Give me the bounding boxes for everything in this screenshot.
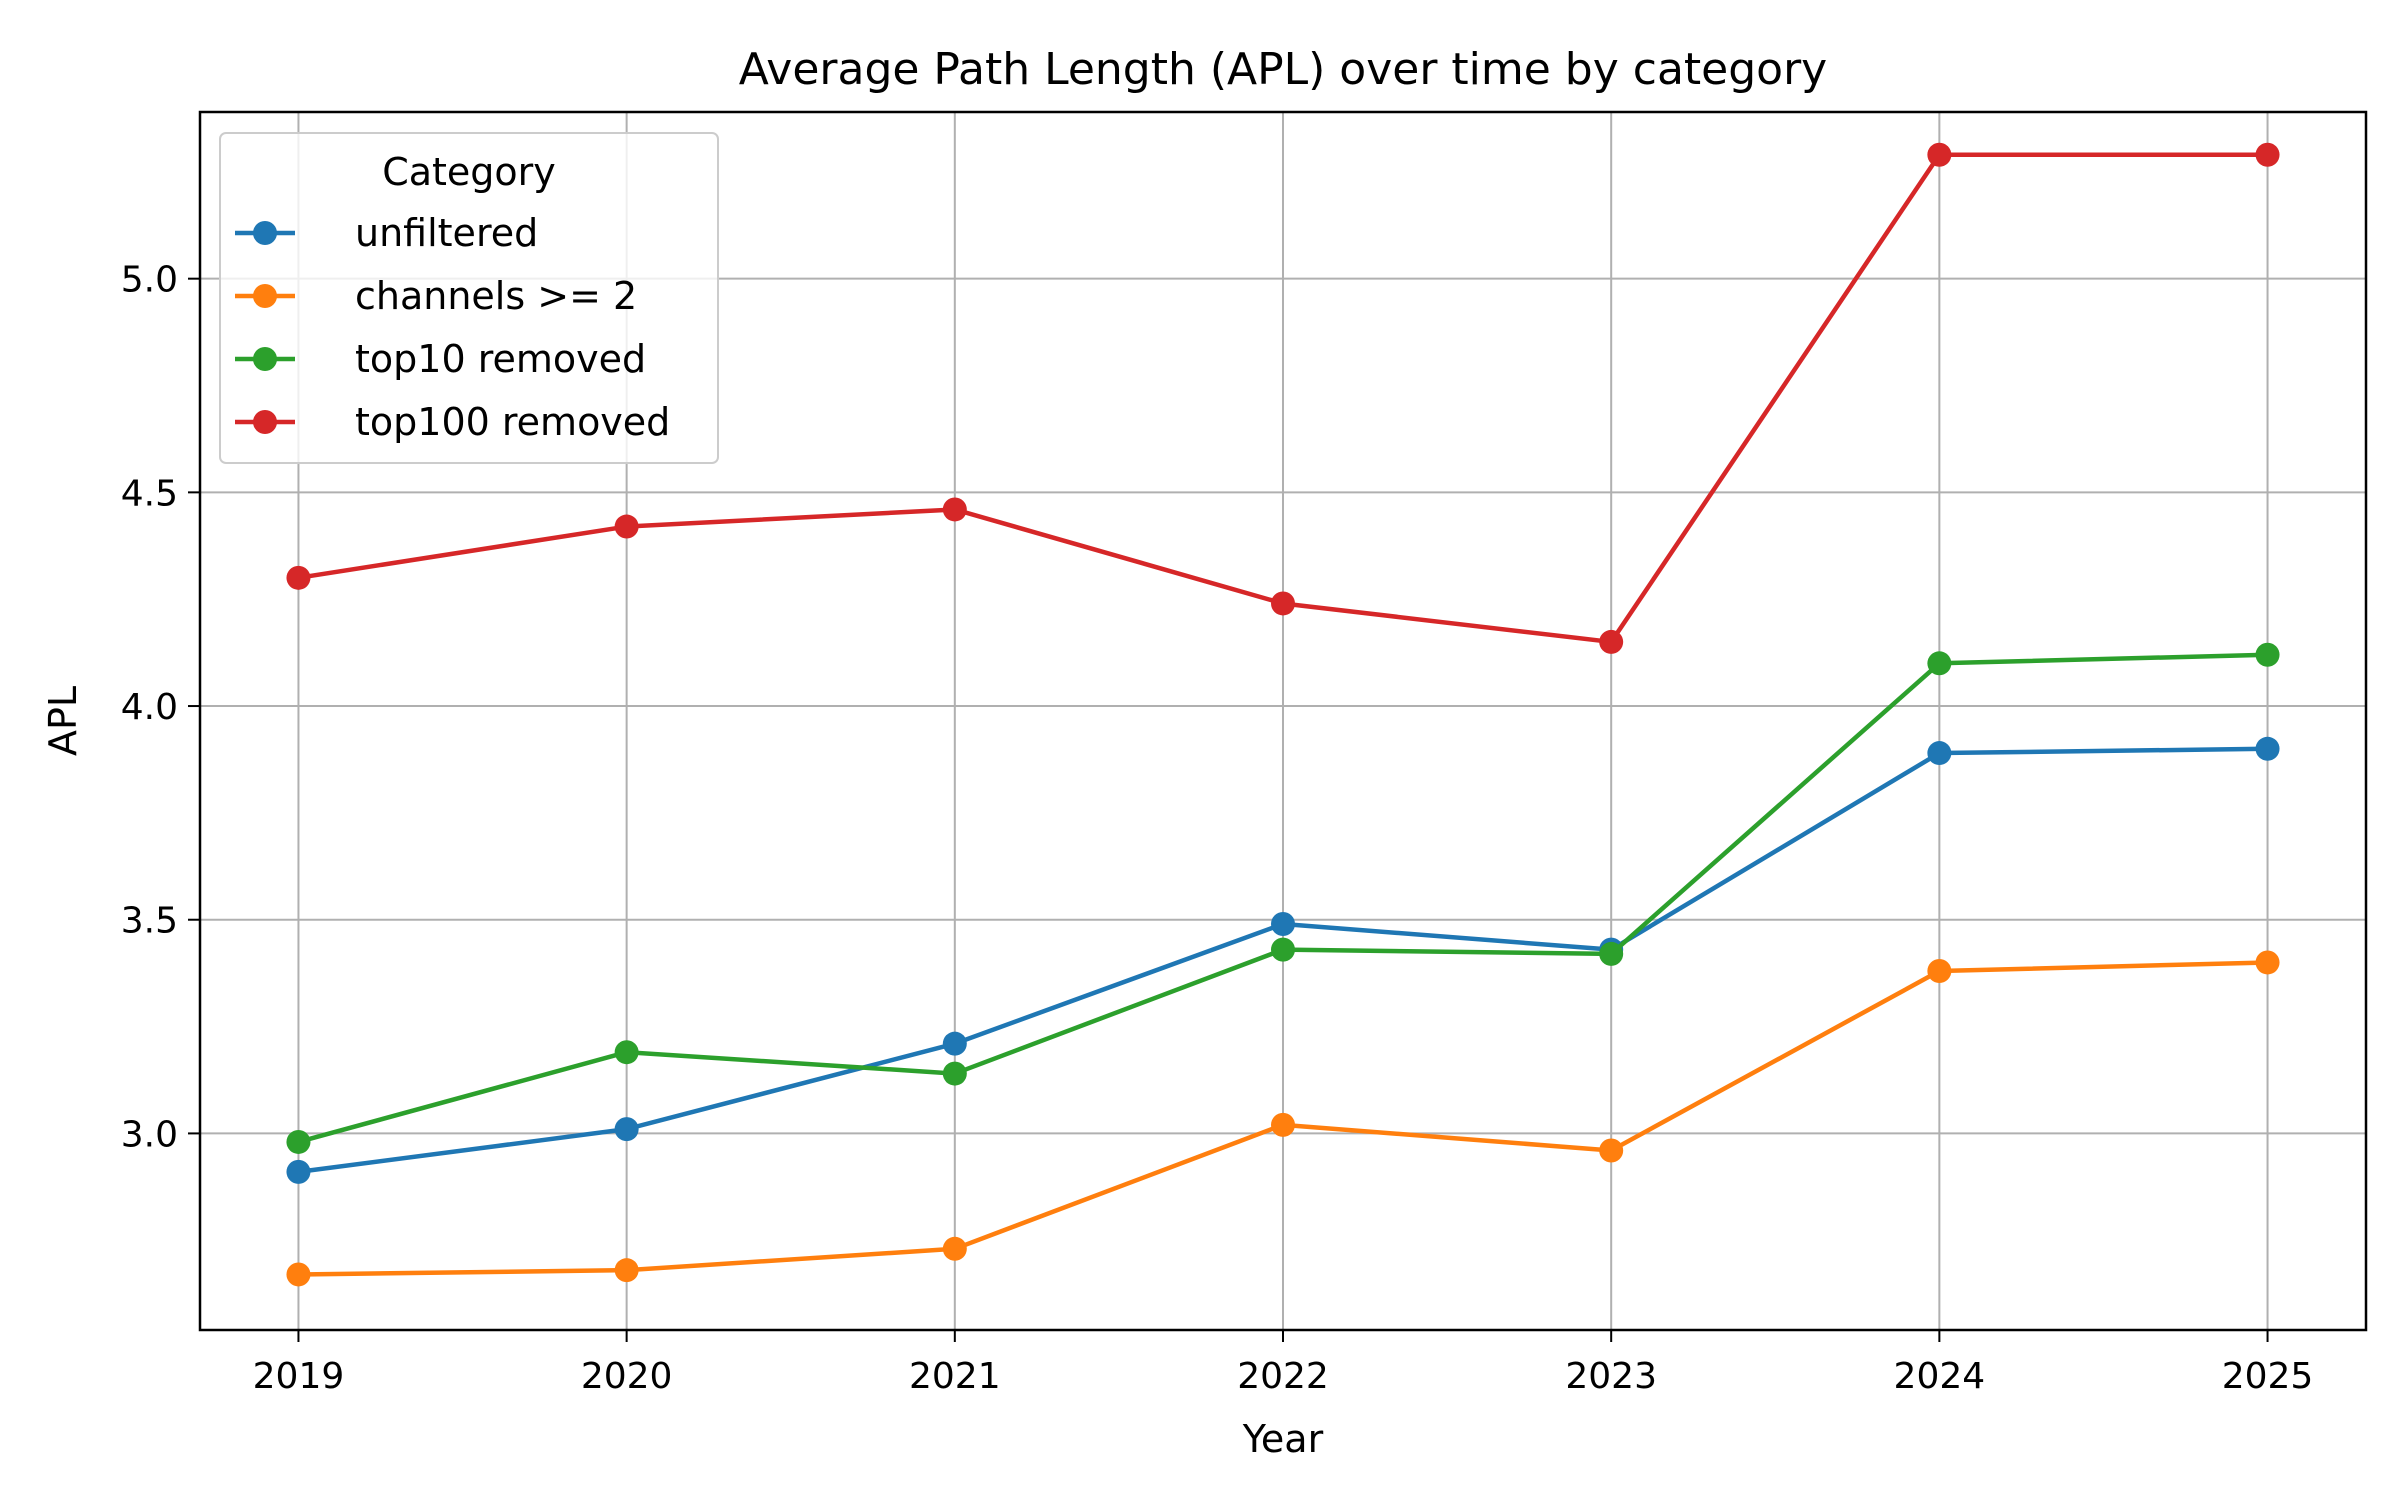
data-point xyxy=(1927,959,1952,984)
data-point xyxy=(1271,912,1295,936)
data-point xyxy=(614,1258,639,1283)
legend-label: channels >= 2 xyxy=(355,274,637,318)
data-point xyxy=(2255,142,2280,167)
data-point xyxy=(1927,741,1952,766)
legend: Category unfiltered channels >= 2 top10 rem… xyxy=(219,132,719,464)
y-axis-label: APL xyxy=(41,686,85,756)
data-point xyxy=(2255,950,2280,975)
y-tick-label: 3.5 xyxy=(121,901,178,942)
data-point xyxy=(286,565,311,590)
data-point xyxy=(1271,591,1295,616)
x-axis-label: Year xyxy=(1242,1417,1324,1461)
data-point xyxy=(1271,1112,1295,1137)
x-tick-label: 2025 xyxy=(2222,1356,2314,1397)
legend-item: unfiltered xyxy=(235,211,538,255)
legend-marker xyxy=(253,410,277,434)
legend-marker xyxy=(253,284,277,308)
data-point xyxy=(286,1159,311,1184)
series-channels-2 xyxy=(286,950,2280,1287)
y-tick-label: 4.0 xyxy=(121,687,178,728)
series-top10-removed xyxy=(286,642,2280,1154)
data-point xyxy=(1271,937,1295,962)
data-point xyxy=(614,1117,639,1142)
legend-label: top100 removed xyxy=(355,400,670,444)
legend-label: unfiltered xyxy=(355,211,538,255)
data-point xyxy=(614,1040,639,1065)
x-tick-label: 2020 xyxy=(581,1356,673,1397)
legend-marker xyxy=(253,221,277,245)
data-point xyxy=(1599,941,1624,966)
data-point xyxy=(2255,642,2280,667)
data-point xyxy=(1927,651,1952,676)
ticks: 2019 2020 2021 2022 2023 2024 2025 3.0 3.5 4.0 4.5… xyxy=(121,260,2314,1397)
data-point xyxy=(942,1061,967,1086)
data-point xyxy=(942,1236,967,1261)
legend-item: top10 removed xyxy=(235,337,646,381)
y-tick-label: 4.5 xyxy=(121,473,178,514)
y-tick-label: 3.0 xyxy=(121,1114,178,1155)
legend-marker xyxy=(253,347,277,371)
x-tick-label: 2021 xyxy=(909,1356,1001,1397)
y-tick-label: 5.0 xyxy=(121,260,178,301)
legend-item: top100 removed xyxy=(235,400,670,444)
legend-item: channels >= 2 xyxy=(235,274,637,318)
x-tick-label: 2024 xyxy=(1894,1356,1986,1397)
data-point xyxy=(2255,736,2280,761)
legend-title: Category xyxy=(382,150,556,194)
x-tick-label: 2022 xyxy=(1237,1356,1329,1397)
data-point xyxy=(1927,142,1952,167)
legend-label: top10 removed xyxy=(355,337,646,381)
data-point xyxy=(1599,629,1624,654)
data-point xyxy=(942,497,967,522)
series-layer xyxy=(286,142,2280,1287)
data-point xyxy=(1599,1138,1624,1163)
legend-box xyxy=(219,132,719,464)
data-point xyxy=(942,1031,967,1056)
x-tick-label: 2023 xyxy=(1565,1356,1657,1397)
x-tick-label: 2019 xyxy=(253,1356,345,1397)
data-point xyxy=(286,1129,311,1154)
grid xyxy=(200,112,2366,1330)
series-top100-removed xyxy=(286,142,2280,654)
data-point xyxy=(286,1262,311,1287)
chart-title: Average Path Length (APL) over time by c… xyxy=(739,44,1827,95)
data-point xyxy=(614,514,639,539)
